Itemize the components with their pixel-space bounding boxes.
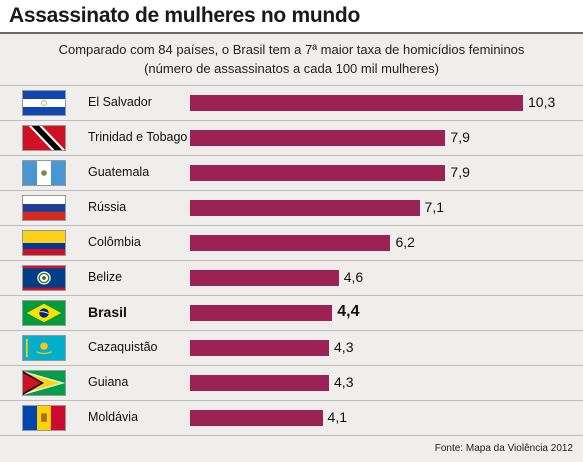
row-separator — [0, 365, 583, 366]
data-label: 7,9 — [450, 129, 470, 145]
data-label: 6,2 — [395, 234, 415, 250]
guyana-flag-icon — [22, 370, 66, 396]
row-separator — [0, 85, 583, 86]
title-rule — [0, 32, 583, 34]
chart-subtitle: Comparado com 84 países, o Brasil tem a … — [0, 40, 583, 78]
bar — [190, 305, 333, 321]
data-label: 7,9 — [450, 164, 470, 180]
category-label: Belize — [88, 270, 123, 284]
category-label: Rússia — [88, 200, 127, 214]
row-separator — [0, 435, 583, 436]
source-note: Fonte: Mapa da Violência 2012 — [434, 443, 573, 454]
category-label: Trinidad e Tobago — [88, 130, 188, 144]
kazakhstan-flag-icon — [22, 335, 66, 361]
bar — [190, 270, 339, 286]
row-separator — [0, 120, 583, 121]
bar — [190, 375, 330, 391]
category-label: Colômbia — [88, 235, 141, 249]
category-label: Guiana — [88, 375, 129, 389]
category-label: Moldávia — [88, 410, 139, 424]
data-label: 4,4 — [337, 303, 360, 320]
data-label: 7,1 — [424, 199, 444, 215]
moldova-flag-icon — [22, 405, 66, 431]
bar — [190, 200, 420, 216]
category-label: Cazaquistão — [88, 340, 158, 354]
data-label: 10,3 — [528, 94, 556, 110]
row-separator — [0, 155, 583, 156]
category-label: El Salvador — [88, 95, 152, 109]
bar — [190, 130, 446, 146]
belize-flag-icon — [22, 265, 66, 291]
bar — [190, 165, 446, 181]
row-separator — [0, 330, 583, 331]
data-label: 4,1 — [327, 409, 348, 425]
row-separator — [0, 295, 583, 296]
data-label: 4,3 — [334, 339, 354, 355]
bar — [190, 410, 323, 426]
el-salvador-flag-icon — [22, 90, 66, 116]
chart-title: Assassinato de mulheres no mundo — [9, 4, 360, 27]
russia-flag-icon — [22, 195, 66, 221]
subtitle-line-1: Comparado com 84 países, o Brasil tem a … — [58, 42, 525, 57]
bar — [190, 95, 523, 111]
brazil-flag-icon — [22, 300, 66, 326]
row-separator — [0, 190, 583, 191]
row-separator — [0, 400, 583, 401]
category-label: Brasil — [88, 304, 127, 320]
bar — [190, 340, 330, 356]
subtitle-line-2: (número de assassinatos a cada 100 mil m… — [144, 61, 439, 76]
data-label: 4,6 — [343, 269, 364, 285]
data-label: 4,3 — [334, 374, 354, 390]
row-separator — [0, 225, 583, 226]
category-label: Guatemala — [88, 165, 150, 179]
bar — [190, 235, 391, 251]
row-separator — [0, 260, 583, 261]
colombia-flag-icon — [22, 230, 66, 256]
guatemala-flag-icon — [22, 160, 66, 186]
trinidad-and-tobago-flag-icon — [22, 125, 66, 151]
